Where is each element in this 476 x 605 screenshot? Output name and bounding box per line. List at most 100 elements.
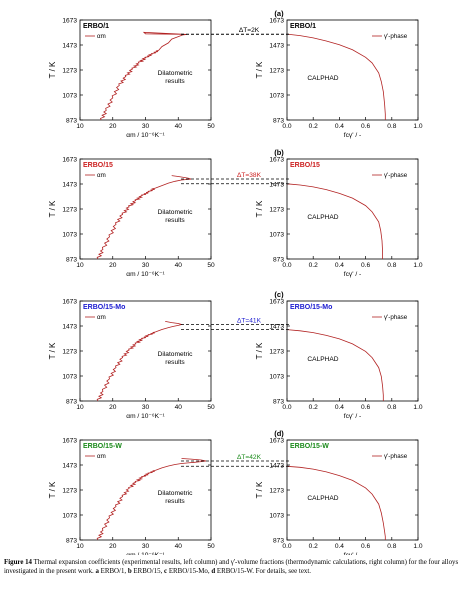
x-axis-label-right-1: fcγ' / - bbox=[344, 271, 361, 278]
legend-label-right-3: γ'-phase bbox=[384, 453, 408, 460]
x-tick-label-right-3-4: 0.8 bbox=[387, 543, 396, 550]
alloy-title-right-3: ERBO/15-W bbox=[290, 443, 329, 450]
x-tick-label-right-3-3: 0.6 bbox=[361, 543, 370, 550]
y-tick-label-left-1-3: 1473 bbox=[62, 181, 77, 188]
y-tick-label-right-3-2: 1273 bbox=[269, 487, 284, 494]
legend-label-left-1: αm bbox=[97, 172, 106, 179]
x-tick-label-right-0-5: 1.0 bbox=[413, 123, 422, 130]
y-tick-label-left-0-0: 873 bbox=[66, 117, 77, 124]
x-tick-label-right-0-4: 0.8 bbox=[387, 123, 396, 130]
x-axis-label-left-1: αm / 10⁻⁶K⁻¹ bbox=[126, 271, 165, 278]
y-tick-label-left-1-0: 873 bbox=[66, 256, 77, 263]
y-tick-label-right-2-0: 873 bbox=[273, 398, 284, 405]
caption-part-d: ERBO/15-W. For details, see text. bbox=[215, 568, 311, 576]
y-tick-label-right-2-2: 1273 bbox=[269, 348, 284, 355]
x-tick-label-right-2-3: 0.6 bbox=[361, 404, 370, 411]
panel-label-3: (d) bbox=[274, 429, 284, 438]
y-tick-label-right-3-4: 1673 bbox=[269, 437, 284, 444]
x-tick-label-right-0-3: 0.6 bbox=[361, 123, 370, 130]
delta-t-label-0: ΔT=2K bbox=[239, 27, 260, 34]
alloy-title-left-1: ERBO/15 bbox=[83, 162, 113, 169]
y-tick-label-left-0-2: 1273 bbox=[62, 67, 77, 74]
x-tick-label-left-1-0: 10 bbox=[76, 262, 84, 269]
alloy-title-left-2: ERBO/15-Mo bbox=[83, 304, 125, 311]
y-tick-label-right-3-0: 873 bbox=[273, 537, 284, 544]
y-axis-label-left-1: T / K bbox=[48, 200, 57, 217]
x-tick-label-right-1-3: 0.6 bbox=[361, 262, 370, 269]
panel-label-2: (c) bbox=[274, 290, 284, 299]
y-tick-label-right-0-0: 873 bbox=[273, 117, 284, 124]
x-tick-label-left-0-3: 40 bbox=[175, 123, 183, 130]
x-tick-label-left-0-2: 30 bbox=[142, 123, 150, 130]
note-dilatometric-1: Dilatometric bbox=[158, 209, 194, 216]
alloy-title-right-2: ERBO/15-Mo bbox=[290, 304, 332, 311]
legend-label-right-1: γ'-phase bbox=[384, 172, 408, 179]
note-results-1: results bbox=[165, 217, 185, 224]
y-tick-label-right-2-4: 1673 bbox=[269, 298, 284, 305]
x-tick-label-left-2-1: 20 bbox=[109, 404, 117, 411]
x-tick-label-right-2-2: 0.4 bbox=[335, 404, 344, 411]
x-axis-label-left-3: αm / 10⁻⁶K⁻¹ bbox=[126, 552, 165, 555]
alloy-title-left-0: ERBO/1 bbox=[83, 23, 109, 30]
note-calphad-3: CALPHAD bbox=[307, 495, 338, 502]
x-tick-label-left-0-1: 20 bbox=[109, 123, 117, 130]
x-tick-label-right-2-4: 0.8 bbox=[387, 404, 396, 411]
alloy-title-right-0: ERBO/1 bbox=[290, 23, 316, 30]
figure-svg: 873 1073 1273 1473 1673 T / K 10 20 30 40 50 αm / 1… bbox=[48, 9, 423, 555]
legend-label-right-2: γ'-phase bbox=[384, 314, 408, 321]
caption-tag-a: a bbox=[95, 568, 99, 576]
y-tick-label-right-1-1: 1073 bbox=[269, 231, 284, 238]
x-tick-label-left-0-4: 50 bbox=[207, 123, 215, 130]
caption-part-a: ERBO/1, bbox=[98, 568, 128, 576]
legend-label-left-2: αm bbox=[97, 314, 106, 321]
x-tick-label-left-1-2: 30 bbox=[142, 262, 150, 269]
x-tick-label-right-1-0: 0.0 bbox=[282, 262, 291, 269]
note-calphad-2: CALPHAD bbox=[307, 356, 338, 363]
y-tick-label-right-1-0: 873 bbox=[273, 256, 284, 263]
y-tick-label-right-1-2: 1273 bbox=[269, 206, 284, 213]
y-tick-label-right-2-3: 1473 bbox=[269, 323, 284, 330]
legend-label-left-0: αm bbox=[97, 33, 106, 40]
y-axis-label-left-0: T / K bbox=[48, 61, 57, 78]
y-tick-label-right-1-3: 1473 bbox=[269, 181, 284, 188]
y-tick-label-right-0-2: 1273 bbox=[269, 67, 284, 74]
alloy-title-right-1: ERBO/15 bbox=[290, 162, 320, 169]
y-tick-label-left-0-3: 1473 bbox=[62, 42, 77, 49]
x-tick-label-right-0-0: 0.0 bbox=[282, 123, 291, 130]
series-line-left-1 bbox=[96, 175, 192, 260]
series-line-left-2 bbox=[96, 321, 183, 402]
caption-tag-c: c bbox=[164, 568, 168, 576]
x-tick-label-right-1-2: 0.4 bbox=[335, 262, 344, 269]
delta-t-label-1: ΔT=38K bbox=[237, 172, 262, 179]
y-tick-label-left-2-4: 1673 bbox=[62, 298, 77, 305]
y-tick-label-right-0-4: 1673 bbox=[269, 17, 284, 24]
y-tick-label-left-2-3: 1473 bbox=[62, 323, 77, 330]
x-tick-label-left-3-1: 20 bbox=[109, 543, 117, 550]
alloy-title-left-3: ERBO/15-W bbox=[83, 443, 122, 450]
y-tick-label-left-0-1: 1073 bbox=[62, 92, 77, 99]
x-tick-label-right-1-4: 0.8 bbox=[387, 262, 396, 269]
delta-t-label-3: ΔT=42K bbox=[237, 454, 262, 461]
x-axis-label-left-2: αm / 10⁻⁶K⁻¹ bbox=[126, 413, 165, 420]
x-tick-label-left-2-0: 10 bbox=[76, 404, 84, 411]
series-line-right-1 bbox=[286, 183, 383, 259]
note-results-2: results bbox=[165, 359, 185, 366]
y-tick-label-left-3-3: 1473 bbox=[62, 462, 77, 469]
x-tick-label-left-3-3: 40 bbox=[175, 543, 183, 550]
series-line-left-3 bbox=[96, 458, 207, 541]
panel-label-0: (a) bbox=[274, 9, 284, 18]
y-tick-label-left-2-2: 1273 bbox=[62, 348, 77, 355]
caption-part-c: ERBO/15-Mo, bbox=[167, 568, 212, 576]
y-tick-label-left-2-0: 873 bbox=[66, 398, 77, 405]
caption-tag-b: b bbox=[127, 568, 132, 576]
y-tick-label-left-1-2: 1273 bbox=[62, 206, 77, 213]
caption-text: Thermal expansion coefficients (experime… bbox=[4, 559, 459, 576]
y-tick-label-right-3-1: 1073 bbox=[269, 512, 284, 519]
x-tick-label-left-2-4: 50 bbox=[207, 404, 215, 411]
series-line-right-3 bbox=[286, 465, 386, 540]
note-results-3: results bbox=[165, 498, 185, 505]
x-tick-label-right-3-1: 0.2 bbox=[309, 543, 318, 550]
caption-tag-d: d bbox=[211, 568, 216, 576]
x-tick-label-left-3-2: 30 bbox=[142, 543, 150, 550]
y-tick-label-right-0-1: 1073 bbox=[269, 92, 284, 99]
